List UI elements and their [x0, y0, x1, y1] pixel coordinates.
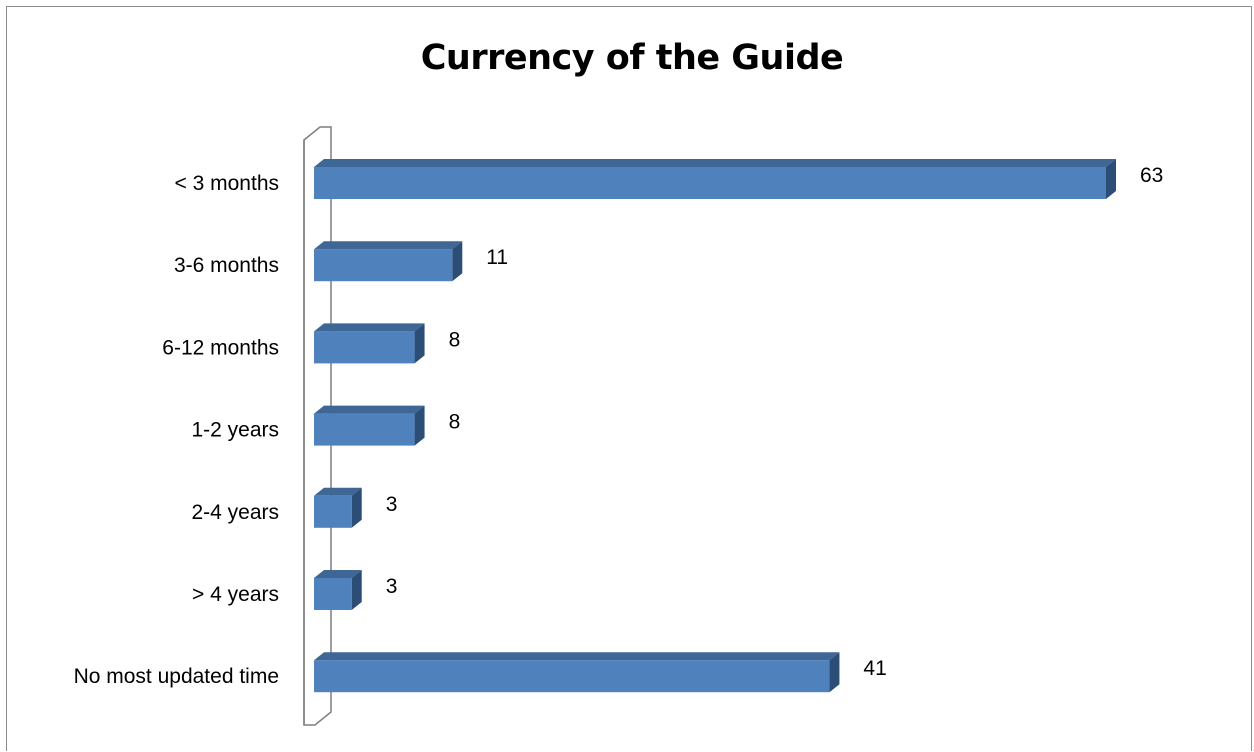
- bar-top-face: [314, 570, 362, 578]
- bar-top-face: [314, 241, 463, 250]
- data-label: 3: [386, 493, 398, 516]
- bar-side-face: [829, 652, 840, 693]
- category-label: 2-4 years: [191, 501, 279, 524]
- bar-2: [314, 241, 463, 282]
- category-label: 1-2 years: [191, 419, 279, 442]
- bar-5: [314, 487, 362, 528]
- category-label: No most updated time: [74, 665, 279, 688]
- data-label: 3: [386, 575, 398, 598]
- axis-wall: [303, 126, 332, 726]
- bar-front-face: [314, 331, 415, 364]
- bar-top-face: [314, 323, 425, 332]
- category-label: > 4 years: [192, 583, 279, 606]
- chart-title: Currency of the Guide: [420, 38, 844, 78]
- bar-front-face: [314, 578, 352, 610]
- bar-side-face: [452, 241, 463, 282]
- data-label: 41: [863, 657, 886, 680]
- bar-top-face: [314, 652, 840, 661]
- bar-7: [314, 652, 840, 693]
- data-label: 11: [486, 246, 508, 269]
- bars-layer: [314, 159, 1116, 693]
- data-label: 8: [449, 328, 461, 351]
- bar-front-face: [314, 413, 415, 446]
- category-label: < 3 months: [175, 172, 279, 195]
- bar-side-face: [351, 487, 362, 528]
- bar-top-face: [314, 405, 425, 414]
- bar-front-face: [314, 167, 1106, 199]
- bar-front-face: [314, 495, 352, 528]
- data-label: 8: [449, 411, 461, 434]
- labels-layer: < 3 months 63 3-6 months 11 6-12 months 8 1-2 …: [74, 164, 1164, 688]
- data-label: 63: [1140, 164, 1163, 187]
- bar-side-face: [351, 570, 362, 610]
- category-label: 3-6 months: [174, 254, 279, 277]
- bar-side-face: [414, 323, 425, 364]
- bar-front-face: [314, 249, 453, 282]
- chart-frame: [6, 6, 1252, 751]
- bar-3: [314, 323, 425, 364]
- bar-side-face: [1106, 159, 1116, 199]
- bar-side-face: [414, 405, 425, 446]
- category-label: 6-12 months: [162, 336, 279, 359]
- bar-4: [314, 405, 425, 446]
- bar-top-face: [314, 159, 1116, 167]
- bar-front-face: [314, 660, 830, 693]
- bar-6: [314, 570, 362, 610]
- bar-top-face: [314, 487, 362, 496]
- bar-1: [314, 159, 1116, 199]
